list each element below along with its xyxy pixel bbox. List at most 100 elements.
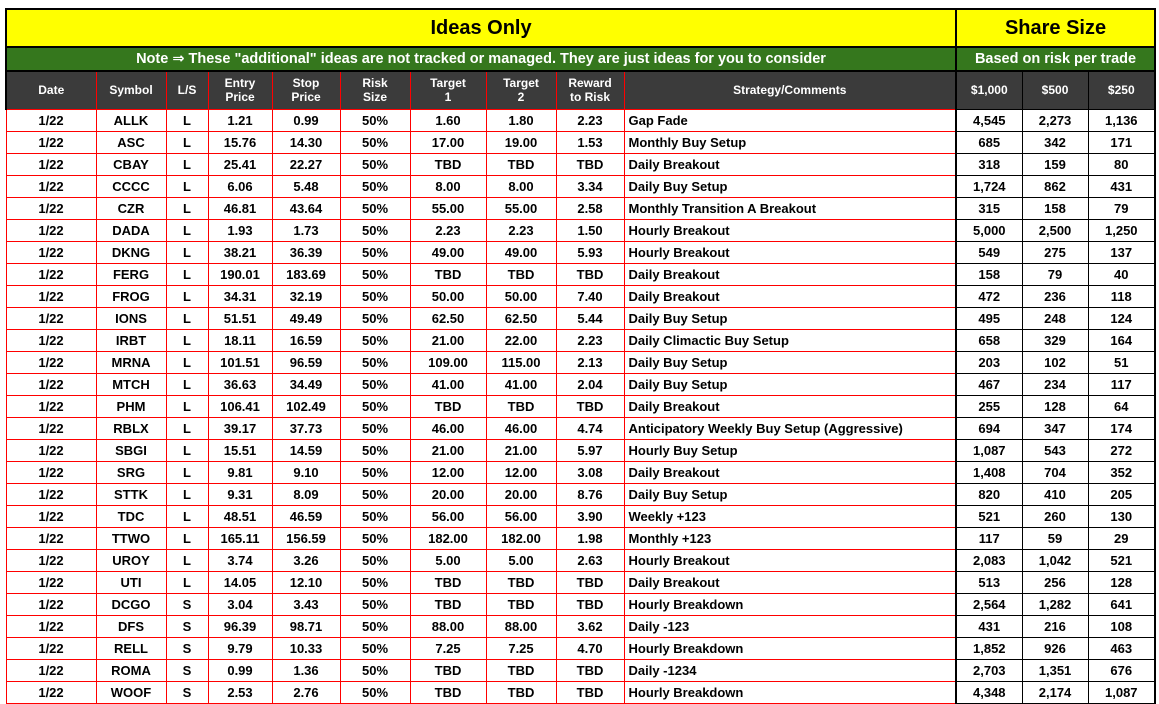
cell-ls: L — [165, 329, 209, 352]
cell-strategy: Daily Breakout — [623, 285, 957, 308]
cell-size-500: 256 — [1021, 571, 1089, 594]
cell-size-500: 1,282 — [1021, 593, 1089, 616]
table-row: 1/22 UTI L 14.05 12.10 50% TBD TBD TBD Daily Bre… — [5, 571, 1157, 594]
cell-target-1: 109.00 — [409, 351, 487, 374]
cell-size-250: 521 — [1087, 549, 1157, 572]
cell-stop-price: 0.99 — [271, 109, 341, 132]
cell-ls: L — [165, 219, 209, 242]
cell-target-2: 56.00 — [485, 505, 557, 528]
cell-ls: L — [165, 197, 209, 220]
cell-risk-size: 50% — [339, 307, 411, 330]
cell-target-1: 41.00 — [409, 373, 487, 396]
cell-entry-price: 190.01 — [207, 263, 273, 286]
cell-stop-price: 183.69 — [271, 263, 341, 286]
cell-ls: L — [165, 131, 209, 154]
cell-size-500: 704 — [1021, 461, 1089, 484]
cell-date: 1/22 — [5, 659, 97, 682]
cell-size-250: 1,136 — [1087, 109, 1157, 132]
table-row: 1/22 DCGO S 3.04 3.43 50% TBD TBD TBD Hourly Bre… — [5, 593, 1157, 616]
col-header-date: Date — [5, 70, 97, 110]
cell-stop-price: 32.19 — [271, 285, 341, 308]
cell-symbol: IRBT — [95, 329, 167, 352]
cell-strategy: Daily Breakout — [623, 461, 957, 484]
table-row: 1/22 FERG L 190.01 183.69 50% TBD TBD TBD Daily … — [5, 263, 1157, 286]
cell-size-1000: 549 — [955, 241, 1023, 264]
cell-entry-price: 15.76 — [207, 131, 273, 154]
table-head-bands: Ideas Only Share Size Note ⇒ These "addi… — [4, 8, 1157, 110]
cell-ls: L — [165, 241, 209, 264]
cell-size-1000: 5,000 — [955, 219, 1023, 242]
cell-stop-price: 98.71 — [271, 615, 341, 638]
cell-target-1: 12.00 — [409, 461, 487, 484]
cell-risk-size: 50% — [339, 549, 411, 572]
cell-size-1000: 255 — [955, 395, 1023, 418]
cell-date: 1/22 — [5, 681, 97, 704]
cell-size-250: 108 — [1087, 615, 1157, 638]
ideas-table: Ideas Only Share Size Note ⇒ These "addi… — [4, 8, 1157, 704]
cell-target-1: 8.00 — [409, 175, 487, 198]
cell-risk-size: 50% — [339, 637, 411, 660]
cell-stop-price: 8.09 — [271, 483, 341, 506]
cell-size-250: 124 — [1087, 307, 1157, 330]
cell-size-250: 676 — [1087, 659, 1157, 682]
cell-reward-to-risk: 2.58 — [555, 197, 625, 220]
cell-entry-price: 46.81 — [207, 197, 273, 220]
cell-target-1: 88.00 — [409, 615, 487, 638]
cell-date: 1/22 — [5, 571, 97, 594]
cell-date: 1/22 — [5, 263, 97, 286]
table-row: 1/22 FROG L 34.31 32.19 50% 50.00 50.00 7.40 Dai… — [5, 285, 1157, 308]
cell-symbol: DKNG — [95, 241, 167, 264]
cell-date: 1/22 — [5, 593, 97, 616]
cell-size-1000: 513 — [955, 571, 1023, 594]
cell-reward-to-risk: 5.97 — [555, 439, 625, 462]
cell-reward-to-risk: 1.53 — [555, 131, 625, 154]
column-header-row: Date Symbol L/S Entry Price Stop Price R… — [5, 70, 1157, 110]
cell-target-1: TBD — [409, 153, 487, 176]
cell-target-1: TBD — [409, 681, 487, 704]
col-header-symbol: Symbol — [95, 70, 167, 110]
cell-symbol: SRG — [95, 461, 167, 484]
cell-risk-size: 50% — [339, 483, 411, 506]
cell-target-2: TBD — [485, 681, 557, 704]
cell-symbol: CZR — [95, 197, 167, 220]
cell-reward-to-risk: TBD — [555, 593, 625, 616]
cell-risk-size: 50% — [339, 505, 411, 528]
cell-size-1000: 1,852 — [955, 637, 1023, 660]
cell-size-500: 347 — [1021, 417, 1089, 440]
cell-target-1: 182.00 — [409, 527, 487, 550]
table-row: 1/22 SBGI L 15.51 14.59 50% 21.00 21.00 5.97 Hou… — [5, 439, 1157, 462]
cell-size-500: 926 — [1021, 637, 1089, 660]
cell-reward-to-risk: 8.76 — [555, 483, 625, 506]
cell-symbol: ROMA — [95, 659, 167, 682]
cell-symbol: WOOF — [95, 681, 167, 704]
cell-size-250: 164 — [1087, 329, 1157, 352]
cell-ls: L — [165, 439, 209, 462]
cell-strategy: Daily Climactic Buy Setup — [623, 329, 957, 352]
table-row: 1/22 CZR L 46.81 43.64 50% 55.00 55.00 2.58 Mont… — [5, 197, 1157, 220]
cell-entry-price: 3.74 — [207, 549, 273, 572]
cell-entry-price: 38.21 — [207, 241, 273, 264]
cell-risk-size: 50% — [339, 197, 411, 220]
cell-reward-to-risk: 2.13 — [555, 351, 625, 374]
col-header-entry-price: Entry Price — [207, 70, 273, 110]
cell-risk-size: 50% — [339, 373, 411, 396]
table-body: 1/22 ALLK L 1.21 0.99 50% 1.60 1.80 2.23 Gap Fad… — [5, 109, 1157, 704]
cell-target-2: TBD — [485, 153, 557, 176]
cell-target-1: 50.00 — [409, 285, 487, 308]
cell-date: 1/22 — [5, 637, 97, 660]
cell-date: 1/22 — [5, 461, 97, 484]
cell-strategy: Hourly Breakout — [623, 219, 957, 242]
cell-size-250: 1,087 — [1087, 681, 1157, 704]
cell-ls: S — [165, 681, 209, 704]
cell-strategy: Daily -1234 — [623, 659, 957, 682]
cell-risk-size: 50% — [339, 593, 411, 616]
cell-risk-size: 50% — [339, 395, 411, 418]
cell-size-250: 51 — [1087, 351, 1157, 374]
cell-target-1: 17.00 — [409, 131, 487, 154]
cell-size-500: 862 — [1021, 175, 1089, 198]
cell-size-250: 117 — [1087, 373, 1157, 396]
cell-target-1: 46.00 — [409, 417, 487, 440]
cell-target-2: 50.00 — [485, 285, 557, 308]
cell-strategy: Daily Breakout — [623, 263, 957, 286]
